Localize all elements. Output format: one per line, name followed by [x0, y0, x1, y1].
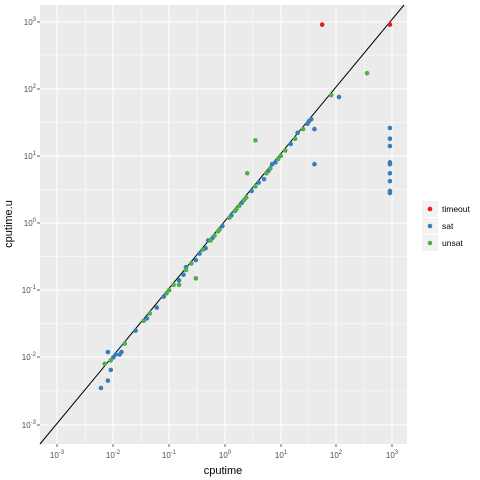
- y-tick-label: 103: [24, 17, 37, 27]
- data-point-unsat: [300, 126, 306, 132]
- x-tick-label: 10-2: [106, 450, 121, 460]
- y-tick-label: 10-2: [22, 352, 37, 362]
- x-tick-label: 101: [275, 450, 288, 460]
- data-point-unsat: [171, 282, 176, 288]
- data-point-sat: [312, 161, 317, 167]
- y-axis-ticks: 10-3 10-2 10-1 100 101 102 103: [22, 17, 40, 430]
- data-point-sat: [387, 190, 393, 196]
- data-point-sat: [144, 316, 150, 321]
- legend-swatch-timeout: [427, 206, 433, 212]
- data-point-unsat: [189, 261, 194, 266]
- data-point-sat: [387, 178, 393, 184]
- data-point-unsat: [227, 215, 232, 220]
- legend-label-timeout: timeout: [442, 204, 471, 214]
- data-point-unsat: [183, 267, 189, 273]
- data-point-unsat: [122, 341, 128, 346]
- data-point-sat: [249, 188, 254, 194]
- data-point-sat: [387, 143, 393, 149]
- y-tick-label: 100: [24, 218, 37, 228]
- y-tick-label: 101: [24, 151, 37, 161]
- data-point-sat: [181, 272, 186, 277]
- data-point-sat: [133, 328, 138, 333]
- data-point-unsat: [176, 282, 182, 288]
- data-point-unsat: [328, 92, 334, 98]
- data-point-sat: [176, 278, 182, 283]
- data-point-sat: [197, 251, 202, 256]
- data-point-unsat: [108, 358, 114, 363]
- data-point-unsat: [253, 184, 258, 189]
- data-point-unsat: [193, 276, 199, 281]
- data-point-unsat: [292, 136, 298, 141]
- data-point-unsat: [278, 153, 284, 159]
- data-point-unsat: [141, 318, 147, 324]
- data-point-sat: [261, 176, 267, 182]
- data-point-sat: [387, 170, 393, 176]
- y-tick-label: 102: [24, 84, 37, 94]
- data-point-sat: [108, 367, 114, 373]
- data-point-unsat: [244, 170, 250, 176]
- y-tick-label: 10-3: [22, 420, 37, 430]
- data-point-sat: [220, 223, 225, 229]
- data-point-unsat: [253, 138, 258, 143]
- data-point-sat: [387, 125, 393, 131]
- y-axis-title: cputime.u: [3, 200, 15, 248]
- data-point-sat: [387, 161, 393, 167]
- legend-swatch-unsat: [427, 240, 433, 246]
- data-point-sat: [308, 116, 314, 122]
- gridlines: [29, 5, 407, 459]
- data-point-sat: [312, 126, 317, 132]
- x-axis-title: cputime: [204, 465, 243, 477]
- legend-label-unsat: unsat: [442, 238, 463, 248]
- data-point-unsat: [364, 70, 370, 76]
- x-tick-label: 100: [219, 450, 232, 460]
- data-point-unsat: [208, 238, 213, 243]
- data-point-sat: [273, 160, 278, 165]
- data-point-unsat: [282, 148, 288, 153]
- data-point-unsat: [217, 227, 222, 232]
- data-point-sat: [387, 136, 393, 141]
- data-point-sat: [111, 355, 116, 360]
- data-point-unsat: [212, 233, 217, 238]
- data-point-unsat: [275, 156, 281, 162]
- data-point-sat: [161, 294, 167, 299]
- data-point-timeout: [319, 22, 325, 27]
- data-point-unsat: [164, 290, 169, 296]
- data-point-unsat: [268, 166, 273, 171]
- data-point-unsat: [166, 287, 172, 293]
- data-point-sat: [154, 305, 160, 310]
- data-point-sat: [105, 349, 111, 355]
- x-tick-label: 103: [386, 450, 399, 460]
- data-point-sat: [295, 130, 300, 136]
- x-tick-label: 10-1: [162, 450, 177, 460]
- legend-label-sat: sat: [442, 221, 454, 231]
- data-points: [98, 22, 393, 391]
- data-point-sat: [119, 349, 124, 355]
- data-point-unsat: [243, 195, 249, 200]
- data-point-timeout: [387, 22, 393, 27]
- legend: timeout sat unsat: [422, 201, 471, 251]
- data-point-unsat: [264, 170, 269, 176]
- data-point-sat: [336, 94, 342, 100]
- legend-swatch-sat: [427, 223, 433, 229]
- data-point-unsat: [200, 247, 206, 253]
- data-point-unsat: [236, 203, 242, 209]
- data-point-unsat: [102, 361, 107, 367]
- data-point-sat: [256, 180, 261, 185]
- y-tick-label: 10-1: [22, 285, 37, 295]
- data-point-sat: [193, 257, 199, 263]
- data-point-sat: [105, 378, 111, 383]
- data-point-unsat: [234, 206, 239, 212]
- x-axis-ticks: 10-3 10-2 10-1 100 101 102 103: [50, 444, 399, 460]
- x-tick-label: 102: [330, 450, 343, 460]
- x-tick-label: 10-3: [50, 450, 65, 460]
- data-point-unsat: [147, 311, 153, 316]
- data-point-sat: [98, 385, 104, 391]
- data-point-sat: [288, 141, 293, 147]
